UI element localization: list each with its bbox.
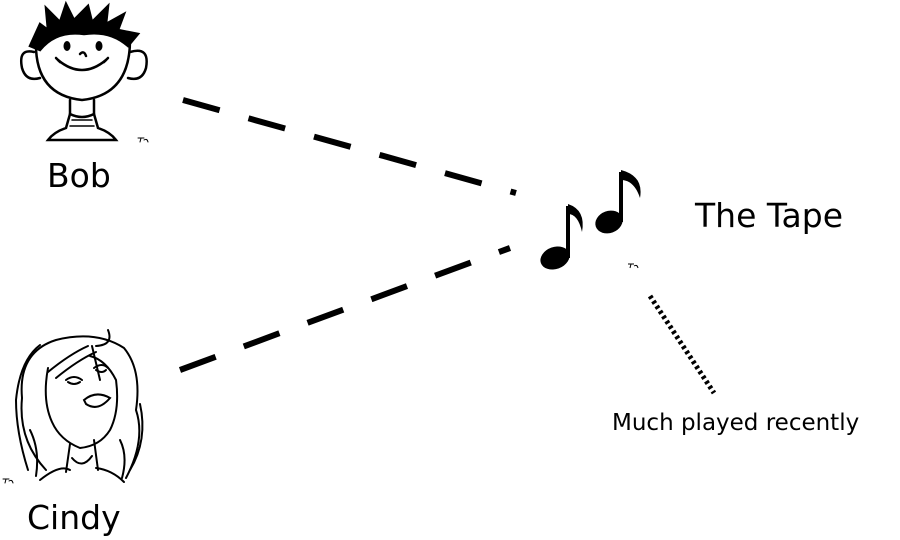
boy-face-icon (20, 0, 149, 143)
node-label-bob: Bob (47, 156, 111, 195)
edge-bob-tape (182, 97, 517, 196)
girl-face-icon (2, 329, 144, 484)
edge-cindy-tape (178, 245, 512, 373)
music-notes-icon (540, 170, 641, 270)
node-label-tape: The Tape (695, 196, 844, 235)
node-label-cindy: Cindy (27, 498, 121, 537)
annotation-text: Much played recently (612, 410, 860, 436)
annotation-connector (647, 294, 717, 395)
